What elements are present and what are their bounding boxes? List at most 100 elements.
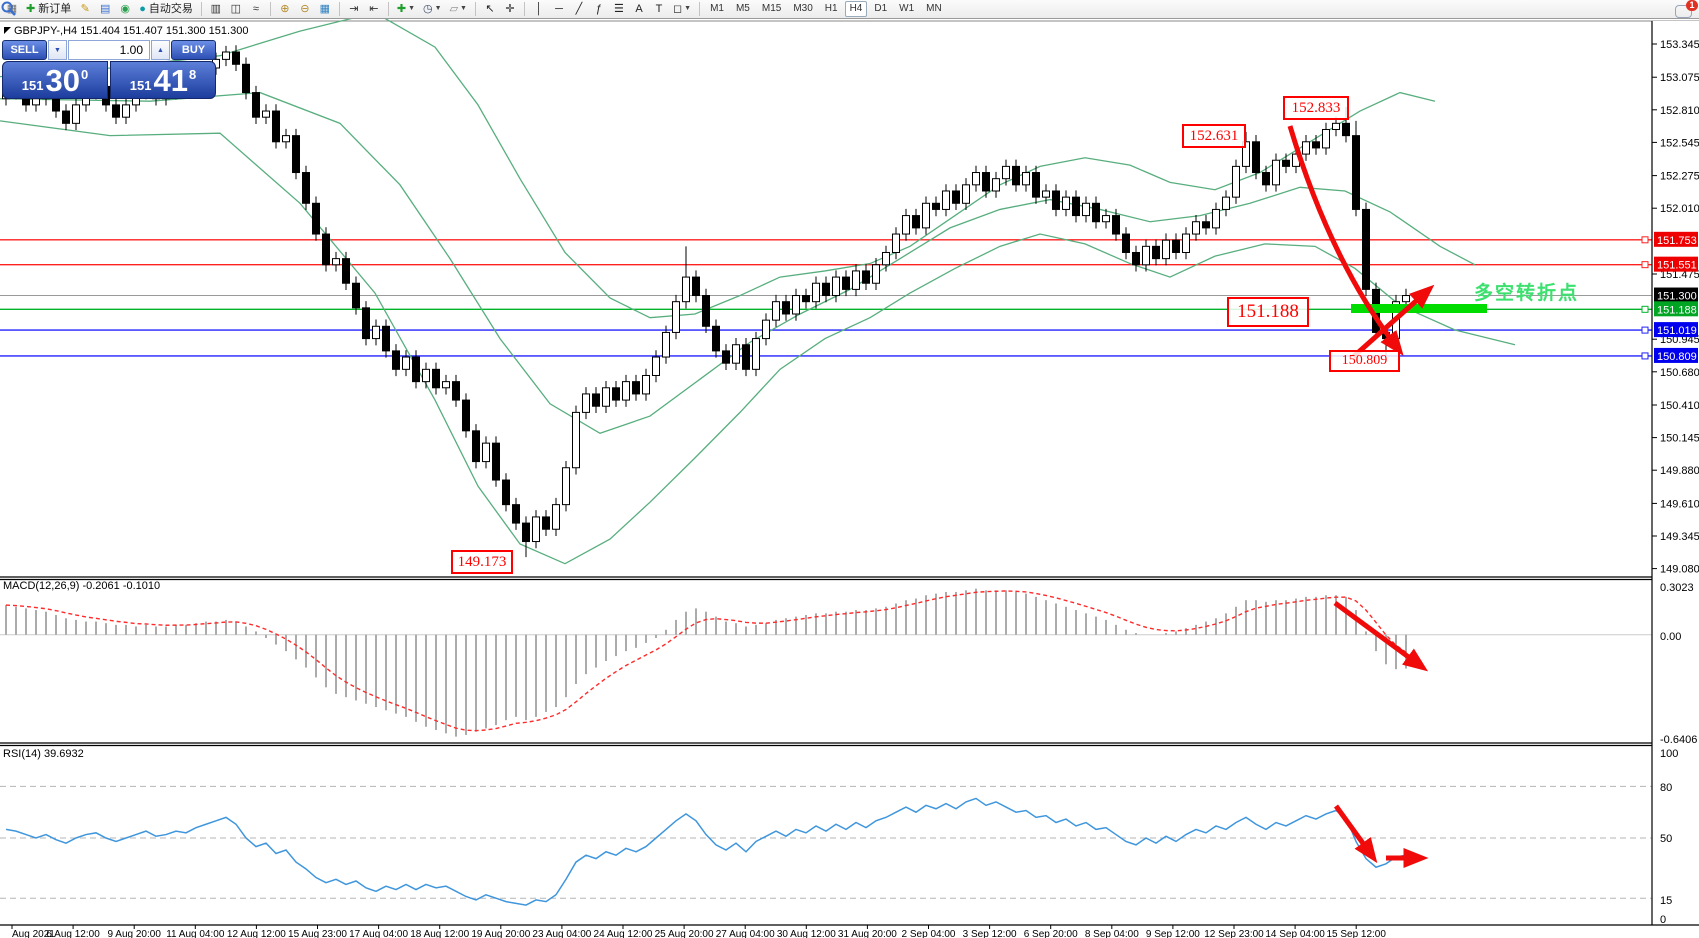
timeframe-m15-button[interactable]: M15 [761, 3, 782, 14]
volume-decrease-button[interactable]: ▼ [48, 40, 67, 60]
sell-quote-button[interactable]: 151 30 0 [2, 61, 108, 99]
candle-body[interactable] [442, 381, 450, 389]
candle-body[interactable] [892, 233, 900, 253]
candle-body[interactable] [1212, 208, 1220, 229]
fibonacci-icon[interactable]: ƒ [590, 1, 608, 17]
candle-body[interactable] [602, 387, 610, 407]
candle-body[interactable] [1062, 196, 1070, 210]
candle-body[interactable] [702, 295, 710, 327]
line-chart-icon[interactable]: ≈ [247, 1, 265, 17]
timeframe-h4-button[interactable]: H4 [844, 1, 868, 17]
candle-body[interactable] [1192, 221, 1200, 235]
candle-body[interactable] [252, 92, 260, 118]
candle-body[interactable] [772, 301, 780, 321]
candle-body[interactable] [582, 393, 590, 413]
candle-body[interactable] [732, 344, 740, 364]
candle-body[interactable] [282, 135, 290, 143]
candle-body[interactable] [1352, 135, 1360, 210]
candle-body[interactable] [1272, 159, 1280, 186]
candle-body[interactable] [472, 430, 480, 463]
candle-body[interactable] [532, 516, 540, 543]
candle-body[interactable] [852, 270, 860, 290]
candle-body[interactable] [802, 295, 810, 303]
candle-body[interactable] [1002, 165, 1010, 180]
candle-body[interactable] [832, 276, 840, 297]
candle-body[interactable] [522, 522, 530, 543]
chart-shift-icon[interactable]: ⇤ [365, 1, 383, 17]
candle-body[interactable] [242, 63, 250, 94]
candle-body[interactable] [862, 270, 870, 284]
candle-body[interactable] [402, 356, 410, 370]
timeframe-m30-button[interactable]: M30 [793, 3, 813, 14]
candle-body[interactable] [372, 325, 380, 340]
candle-body[interactable] [352, 282, 360, 309]
candle-body[interactable] [562, 467, 570, 506]
candle-body[interactable] [1152, 245, 1160, 260]
tile-windows-icon[interactable]: ▦ [316, 1, 334, 17]
candle-body[interactable] [292, 135, 300, 174]
candle-body[interactable] [1142, 245, 1150, 266]
candle-body[interactable] [332, 258, 340, 266]
shapes-icon[interactable]: ◻ ▼ [670, 1, 694, 17]
candle-body[interactable] [32, 98, 40, 106]
candle-body[interactable] [942, 190, 950, 210]
price-note-149.173[interactable]: 149.173 [451, 550, 513, 574]
autotrading-button[interactable]: ● 自动交易 [136, 1, 196, 17]
candle-body[interactable] [872, 264, 880, 284]
candle-body[interactable] [742, 344, 750, 370]
candle-body[interactable] [932, 202, 940, 210]
text-icon[interactable]: A [630, 1, 648, 17]
candle-body[interactable] [1262, 172, 1270, 186]
candle-body[interactable] [1322, 128, 1330, 149]
indicators-icon-dropdown[interactable]: ▼ [408, 5, 416, 12]
candle-body[interactable] [1222, 196, 1230, 210]
price-note-151.188[interactable]: 151.188 [1227, 297, 1309, 327]
signals-icon[interactable]: ◉ [116, 1, 134, 17]
buy-quote-button[interactable]: 151 41 8 [110, 61, 216, 99]
candle-body[interactable] [512, 504, 520, 524]
candle-body[interactable] [1282, 159, 1290, 167]
candle-body[interactable] [922, 202, 930, 229]
candle-body[interactable] [1402, 295, 1410, 303]
candle-body[interactable] [1232, 165, 1240, 198]
candle-body[interactable] [622, 381, 630, 401]
candle-body[interactable] [1162, 239, 1170, 260]
vertical-line-icon[interactable]: │ [530, 1, 548, 17]
candle-body[interactable] [1092, 202, 1100, 223]
new-order-button[interactable]: ✚ 新订单 [23, 1, 74, 17]
candle-body[interactable] [1332, 122, 1340, 130]
periods-icon-dropdown[interactable]: ▼ [434, 5, 442, 12]
candle-body[interactable] [232, 51, 240, 65]
price-note-152.833[interactable]: 152.833 [1283, 96, 1349, 120]
search-icon[interactable] [0, 0, 18, 16]
price-note-152.631[interactable]: 152.631 [1182, 124, 1246, 148]
candle-body[interactable] [1022, 172, 1030, 186]
buy-button[interactable]: BUY [171, 40, 216, 60]
indicators-icon[interactable]: ✚ ▼ [394, 1, 418, 17]
candle-body[interactable] [1202, 221, 1210, 229]
candle-body[interactable] [982, 172, 990, 192]
candle-body[interactable] [342, 258, 350, 284]
sell-button[interactable]: SELL [2, 40, 47, 60]
auto-scroll-icon[interactable]: ⇥ [345, 1, 363, 17]
templates-icon-dropdown[interactable]: ▼ [460, 5, 467, 12]
timeframe-h1-button[interactable]: H1 [824, 3, 838, 14]
candle-body[interactable] [1102, 215, 1110, 223]
candle-body[interactable] [1032, 172, 1040, 198]
candle-body[interactable] [762, 319, 770, 340]
profiles-icon[interactable]: ▤ [96, 1, 114, 17]
candle-body[interactable] [382, 325, 390, 352]
candle-body[interactable] [1082, 202, 1090, 217]
candle-body[interactable] [412, 356, 420, 383]
candle-body[interactable] [1132, 251, 1140, 266]
text-label-icon[interactable]: T [650, 1, 668, 17]
price-up-arrow[interactable] [1351, 284, 1435, 359]
candle-body[interactable] [1362, 208, 1370, 290]
trendline-icon[interactable]: ╱ [570, 1, 588, 17]
periods-icon[interactable]: ◷ ▼ [420, 1, 445, 17]
candle-body[interactable] [302, 172, 310, 204]
candle-body[interactable] [1052, 190, 1060, 210]
candle-body[interactable] [122, 104, 130, 118]
horizontal-line-icon[interactable]: ─ [550, 1, 568, 17]
